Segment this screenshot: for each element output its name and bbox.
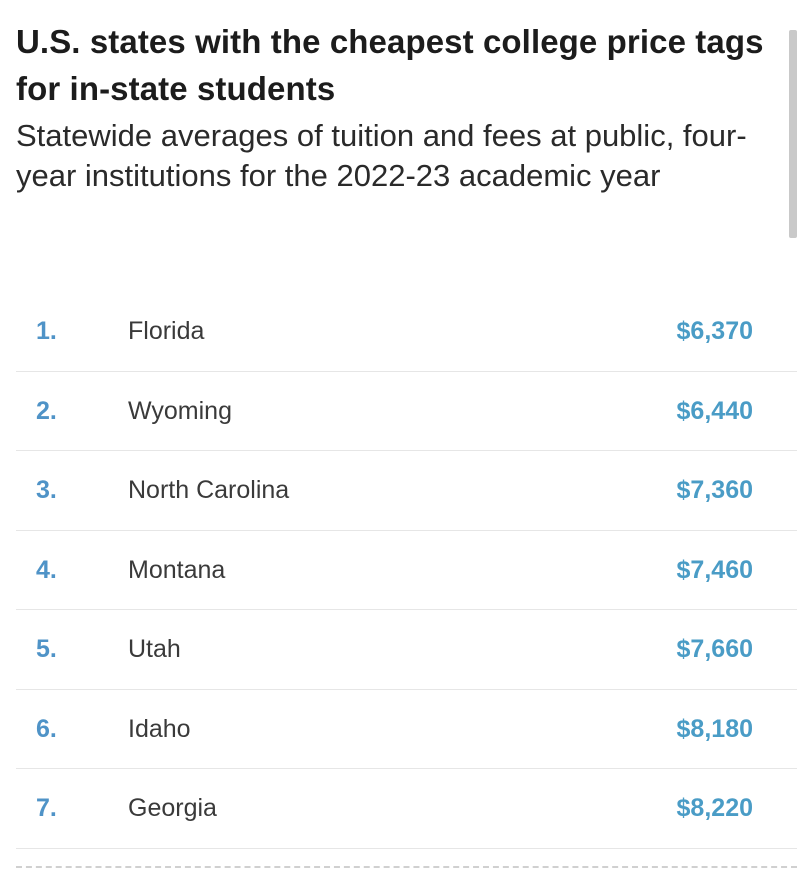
rank-label: 4.	[36, 555, 57, 584]
state-name: Florida	[128, 317, 205, 345]
tuition-value: $6,440	[676, 396, 753, 425]
rank-label: 3.	[36, 476, 57, 504]
list-item: 4. Montana $7,460	[16, 531, 797, 610]
list-item: 3. North Carolina $7,360	[16, 451, 797, 531]
tuition-value: $6,370	[676, 317, 753, 345]
scrollbar[interactable]	[789, 30, 797, 238]
list-item: 6. Idaho $8,180	[16, 690, 797, 769]
list-item: 2. Wyoming $6,440	[16, 372, 797, 451]
list-item: 5. Utah $7,660	[16, 610, 797, 690]
state-name: Utah	[128, 635, 181, 663]
state-name: Georgia	[128, 794, 217, 822]
state-name: Idaho	[128, 714, 191, 743]
list-item: 7. Georgia $8,220	[16, 769, 797, 849]
state-name: Wyoming	[128, 396, 232, 425]
rank-label: 6.	[36, 714, 57, 743]
tuition-value: $7,460	[676, 555, 753, 584]
page-subtitle: Statewide averages of tuition and fees a…	[16, 118, 747, 193]
tuition-value: $7,660	[676, 635, 753, 663]
state-name: Montana	[128, 555, 226, 584]
dashed-divider	[16, 866, 797, 868]
page-title: U.S. states with the cheapest college pr…	[16, 23, 764, 107]
chart-header: U.S. states with the cheapest college pr…	[16, 18, 788, 196]
rank-label: 5.	[36, 635, 57, 663]
ranking-list: 1. Florida $6,370 2. Wyoming $6,440 3. N…	[16, 292, 797, 849]
state-name: North Carolina	[128, 476, 290, 504]
rank-label: 7.	[36, 794, 57, 822]
tuition-value: $8,180	[676, 714, 753, 743]
rank-label: 2.	[36, 396, 57, 425]
rank-label: 1.	[36, 317, 57, 345]
tuition-value: $8,220	[676, 794, 753, 822]
list-item: 1. Florida $6,370	[16, 292, 797, 372]
tuition-value: $7,360	[676, 476, 753, 504]
